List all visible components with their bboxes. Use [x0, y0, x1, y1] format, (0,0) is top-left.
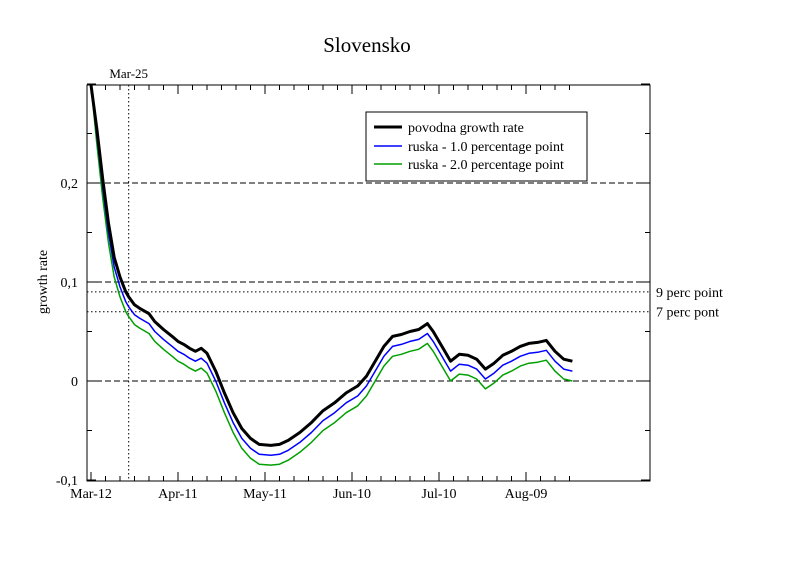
annotations: 9 perc point 7 perc pont Mar-25 — [109, 66, 723, 321]
x-tick-label: Jul-10 — [422, 487, 457, 502]
reference-line-label: 9 perc point — [656, 286, 723, 301]
legend-label-ruska-2: ruska - 2.0 percentage point — [408, 158, 564, 173]
legend-box — [365, 111, 588, 182]
plot-frame — [86, 84, 651, 482]
axis-ticks — [87, 83, 650, 481]
x-tick-label: Aug-09 — [505, 487, 548, 502]
series-line-1 — [90, 84, 573, 457]
chart-title: Slovensko — [323, 33, 411, 57]
legend-label-ruska-1: ruska - 1.0 percentage point — [408, 140, 564, 155]
y-tick-label: -0,1 — [56, 474, 78, 489]
tick-labels: Mar-12 Apr-11 May-11 Jun-10 Jul-10 Aug-09 -0,1… — [56, 177, 548, 502]
y-tick-label: 0 — [71, 375, 78, 390]
reference-line-label: 7 perc pont — [656, 306, 719, 321]
legend: povodna growth rate ruska - 1.0 percenta… — [365, 111, 588, 182]
y-axis-label: growth rate — [36, 250, 51, 314]
series-line-0 — [89, 84, 573, 447]
y-tick-label: 0,2 — [61, 177, 79, 192]
x-tick-label: Apr-11 — [158, 487, 198, 502]
vertical-line-label: Mar-25 — [109, 66, 148, 81]
x-tick-label: May-11 — [243, 487, 287, 502]
y-tick-label: 0,1 — [61, 276, 79, 291]
series-lines — [89, 84, 573, 466]
gridlines — [87, 85, 650, 481]
legend-label-povodna: povodna growth rate — [408, 121, 524, 136]
series-line-2 — [90, 84, 573, 466]
x-tick-label: Jun-10 — [333, 487, 371, 502]
x-tick-label: Mar-12 — [70, 487, 112, 502]
